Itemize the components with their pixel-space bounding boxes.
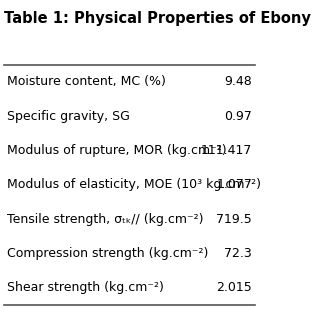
Text: 111.417: 111.417 (201, 144, 252, 157)
Text: 0.97: 0.97 (224, 110, 252, 123)
Text: Table 1: Physical Properties of Ebony: Table 1: Physical Properties of Ebony (4, 11, 311, 26)
Text: Modulus of elasticity, MOE (10³ kg.cm⁻²): Modulus of elasticity, MOE (10³ kg.cm⁻²) (6, 178, 260, 191)
Text: Modulus of rupture, MOR (kg.cm⁻²): Modulus of rupture, MOR (kg.cm⁻²) (6, 144, 226, 157)
Text: Tensile strength, σₜₖ// (kg.cm⁻²): Tensile strength, σₜₖ// (kg.cm⁻²) (6, 212, 203, 226)
Text: Shear strength (kg.cm⁻²): Shear strength (kg.cm⁻²) (6, 281, 164, 294)
Text: Moisture content, MC (%): Moisture content, MC (%) (6, 76, 165, 88)
Text: Compression strength (kg.cm⁻²): Compression strength (kg.cm⁻²) (6, 247, 208, 260)
Text: 72.3: 72.3 (224, 247, 252, 260)
Text: 9.48: 9.48 (224, 76, 252, 88)
Text: 2.015: 2.015 (216, 281, 252, 294)
Text: 1.077: 1.077 (216, 178, 252, 191)
Text: Specific gravity, SG: Specific gravity, SG (6, 110, 129, 123)
Text: 719.5: 719.5 (216, 212, 252, 226)
